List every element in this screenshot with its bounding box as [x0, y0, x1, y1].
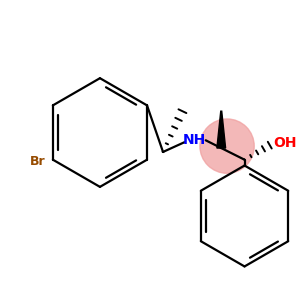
Circle shape	[200, 119, 254, 173]
Text: OH: OH	[274, 136, 297, 150]
Text: NH: NH	[182, 133, 206, 147]
Text: Br: Br	[29, 155, 45, 168]
Polygon shape	[217, 111, 226, 148]
